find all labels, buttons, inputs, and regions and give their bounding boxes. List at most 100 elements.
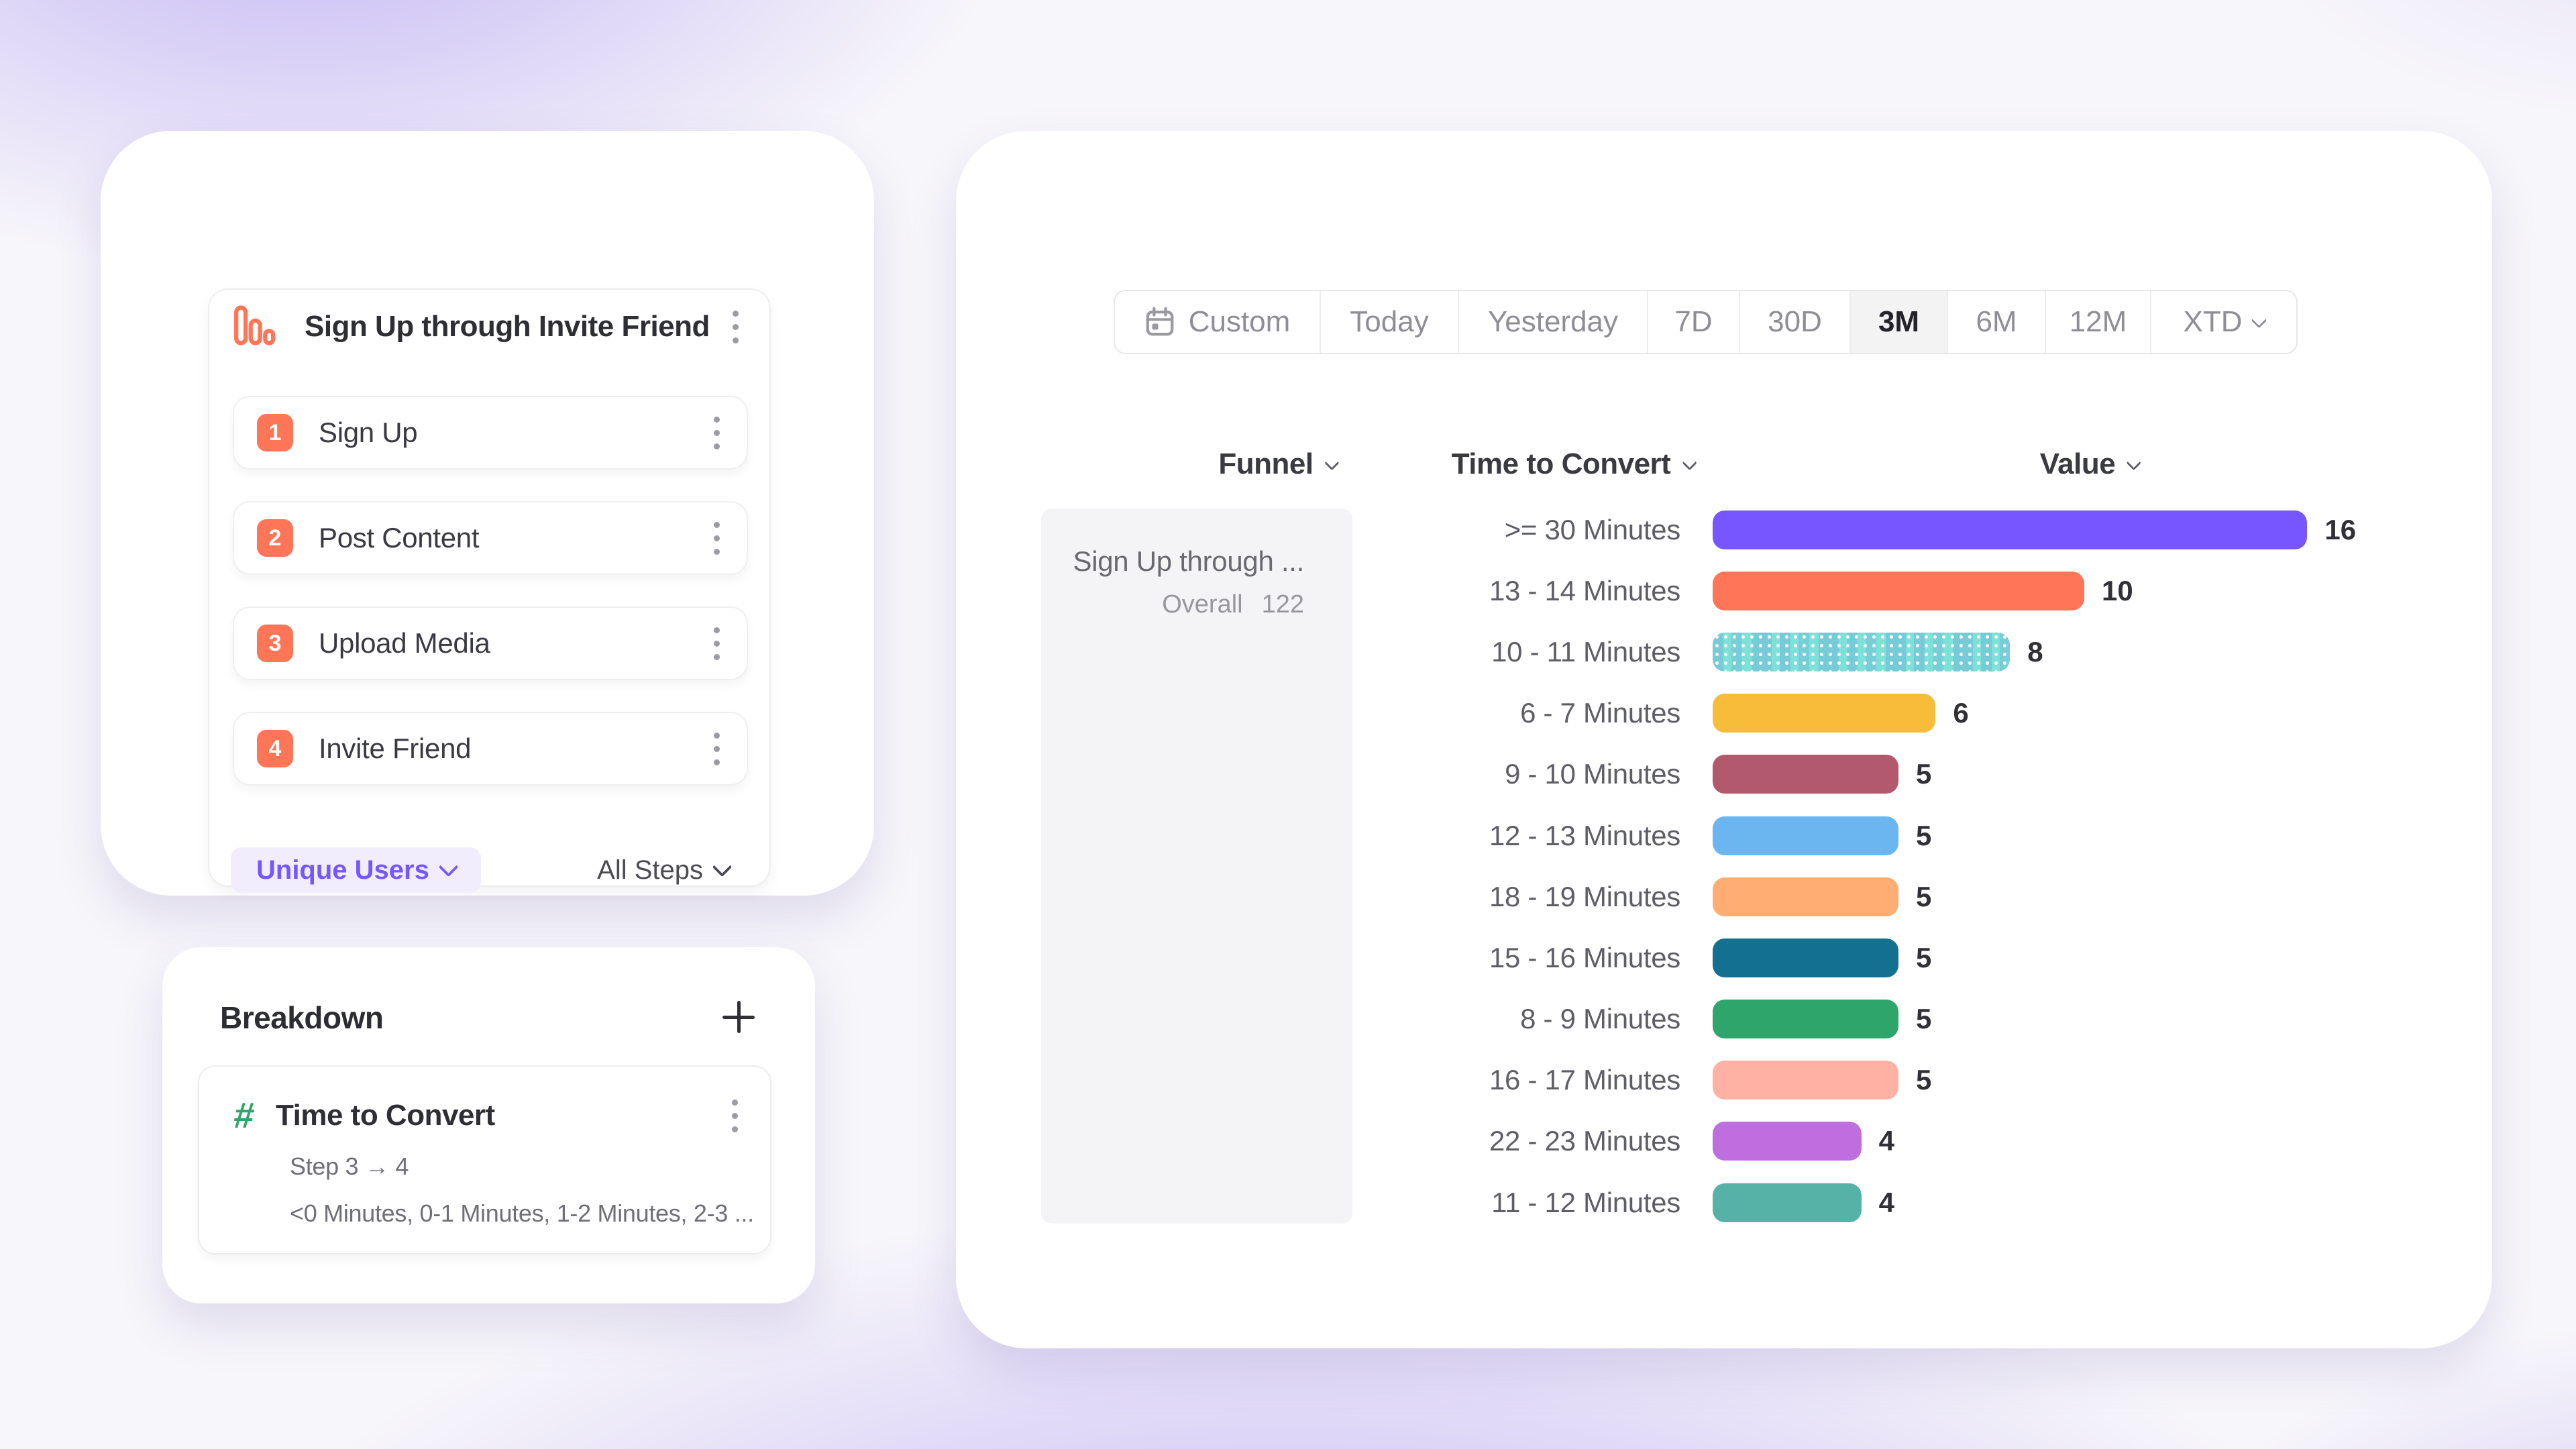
step-kebab-menu-icon[interactable] xyxy=(707,726,727,772)
range-option-xtd[interactable]: XTD xyxy=(2151,291,2296,353)
range-option-yesterday[interactable]: Yesterday xyxy=(1459,291,1648,353)
bar-category-label: >= 30 Minutes xyxy=(1504,513,1681,545)
chevron-down-icon xyxy=(2250,311,2267,329)
bar-category-label: 8 - 9 Minutes xyxy=(1520,1003,1680,1035)
funnel-definition-card: Sign Up through Invite Friend 1 Sign Up … xyxy=(208,288,771,893)
bar-value-label: 10 xyxy=(2102,574,2133,606)
range-option-label: Today xyxy=(1350,305,1429,338)
bar-value-label: 4 xyxy=(1878,1186,1894,1218)
bar-value-label: 5 xyxy=(1916,1064,1932,1096)
bar-category-label: 18 - 19 Minutes xyxy=(1489,880,1680,912)
range-option-12m[interactable]: 12M xyxy=(2046,291,2151,353)
bar-category-label: 13 - 14 Minutes xyxy=(1489,574,1680,606)
breakdown-buckets-preview: <0 Minutes, 0-1 Minutes, 1-2 Minutes, 2-… xyxy=(290,1199,753,1227)
bar-category-label: 10 - 11 Minutes xyxy=(1491,635,1680,667)
bar[interactable] xyxy=(1713,1183,1862,1222)
bar-row: 16 - 17 Minutes 5 xyxy=(1382,1050,2469,1111)
step-label: Sign Up xyxy=(319,417,418,448)
bar-value-label: 4 xyxy=(1878,1125,1894,1157)
step-kebab-menu-icon[interactable] xyxy=(707,515,727,561)
bar-value-label: 8 xyxy=(2027,635,2043,667)
bar-category-label: 16 - 17 Minutes xyxy=(1489,1064,1680,1096)
bar-category-label: 22 - 23 Minutes xyxy=(1489,1125,1680,1157)
step-label: Post Content xyxy=(319,522,480,553)
bar[interactable] xyxy=(1713,694,1936,733)
breakdown-kebab-menu-icon[interactable] xyxy=(725,1093,745,1139)
step-number-badge: 2 xyxy=(257,519,293,557)
range-option-label: Custom xyxy=(1188,305,1291,338)
steps-scope-label: All Steps xyxy=(597,855,703,885)
steps-scope-dropdown[interactable]: All Steps xyxy=(597,855,733,885)
funnel-step-row[interactable]: 2 Post Content xyxy=(233,501,748,575)
breakdown-property-card[interactable]: # Time to Convert Step 3 → 4 <0 Minutes,… xyxy=(198,1065,771,1254)
range-option-3m[interactable]: 3M xyxy=(1851,291,1948,353)
range-option-custom[interactable]: Custom xyxy=(1115,291,1321,353)
bar-category-label: 11 - 12 Minutes xyxy=(1491,1186,1680,1218)
column-header-funnel[interactable]: Funnel xyxy=(1218,447,1340,481)
range-option-label: 12M xyxy=(2069,305,2127,338)
counting-method-dropdown[interactable]: Unique Users xyxy=(231,847,481,893)
bar-value-label: 5 xyxy=(1916,941,1932,973)
bar[interactable] xyxy=(1713,1122,1862,1161)
column-header-label: Value xyxy=(2039,447,2116,480)
funnel-kebab-menu-icon[interactable] xyxy=(726,304,745,350)
counting-method-label: Unique Users xyxy=(256,855,429,885)
step-number-badge: 1 xyxy=(257,414,293,451)
range-option-30d[interactable]: 30D xyxy=(1740,291,1851,353)
range-option-today[interactable]: Today xyxy=(1321,291,1459,353)
funnel-step-row[interactable]: 4 Invite Friend xyxy=(233,712,748,786)
funnel-overall-row: Overall 122 xyxy=(1162,590,1304,619)
bar-row: 10 - 11 Minutes 8 xyxy=(1382,621,2469,682)
step-label: Invite Friend xyxy=(319,733,472,764)
bar-row: 11 - 12 Minutes 4 xyxy=(1382,1172,2469,1233)
funnel-step-row[interactable]: 3 Upload Media xyxy=(233,606,748,680)
chevron-down-icon xyxy=(1324,455,1340,471)
funnel-summary-name: Sign Up through ... xyxy=(1073,545,1304,577)
step-number-badge: 3 xyxy=(257,625,293,662)
step-kebab-menu-icon[interactable] xyxy=(707,621,727,667)
bar[interactable] xyxy=(1713,571,2084,610)
number-property-icon: # xyxy=(231,1095,257,1136)
column-header-value[interactable]: Value xyxy=(2039,447,2142,481)
bar-category-label: 6 - 7 Minutes xyxy=(1520,697,1680,729)
bar[interactable] xyxy=(1713,755,1898,794)
bar-value-label: 5 xyxy=(1916,1003,1932,1035)
bar-row: 15 - 16 Minutes 5 xyxy=(1382,927,2469,988)
bar-rows: >= 30 Minutes 16 13 - 14 Minutes 10 10 - 11 … xyxy=(1382,499,2469,1233)
bar[interactable] xyxy=(1713,632,2010,672)
bar[interactable] xyxy=(1713,1000,1898,1039)
results-card: Custom Today Yesterday 7D 30D 3M 6M 12M XTD Funn… xyxy=(956,131,2492,1348)
bar[interactable] xyxy=(1713,1061,1898,1100)
funnel-summary-cell[interactable]: Sign Up through ... Overall 122 xyxy=(1041,508,1352,1224)
column-header-time-to-convert[interactable]: Time to Convert xyxy=(1452,447,1697,481)
bar[interactable] xyxy=(1713,510,2308,549)
bar-row: 12 - 13 Minutes 5 xyxy=(1382,805,2469,866)
step-kebab-menu-icon[interactable] xyxy=(707,410,727,456)
chevron-down-icon xyxy=(2126,455,2142,471)
range-option-7d[interactable]: 7D xyxy=(1648,291,1740,353)
breakdown-step-range: Step 3 → 4 xyxy=(290,1152,409,1180)
funnel-step-row[interactable]: 1 Sign Up xyxy=(233,396,748,470)
breakdown-card: Breakdown # Time to Convert Step 3 → 4 <… xyxy=(162,947,815,1303)
bar-row: >= 30 Minutes 16 xyxy=(1382,499,2469,560)
range-option-label: Yesterday xyxy=(1487,305,1619,338)
range-option-6m[interactable]: 6M xyxy=(1948,291,2046,353)
overall-label: Overall xyxy=(1162,590,1243,619)
step-number-badge: 4 xyxy=(257,730,293,767)
bar[interactable] xyxy=(1713,877,1898,916)
bar[interactable] xyxy=(1713,816,1898,855)
overall-value: 122 xyxy=(1261,590,1304,619)
range-option-label: XTD xyxy=(2183,305,2243,338)
add-breakdown-button[interactable] xyxy=(721,1000,756,1034)
bar-row: 18 - 19 Minutes 5 xyxy=(1382,866,2469,927)
bar-value-label: 16 xyxy=(2324,513,2357,545)
step-label: Upload Media xyxy=(319,627,490,659)
bar[interactable] xyxy=(1713,938,1898,977)
metric-card: Metric Sign Up through Invite Friend 1 S… xyxy=(101,131,874,896)
funnel-steps-list: 1 Sign Up 2 Post Content 3 Upload Media … xyxy=(233,396,748,817)
bar-value-label: 5 xyxy=(1916,819,1932,851)
range-option-label: 7D xyxy=(1674,305,1713,338)
bar-row: 8 - 9 Minutes 5 xyxy=(1382,989,2469,1050)
breakdown-section-title: Breakdown xyxy=(220,1000,384,1035)
